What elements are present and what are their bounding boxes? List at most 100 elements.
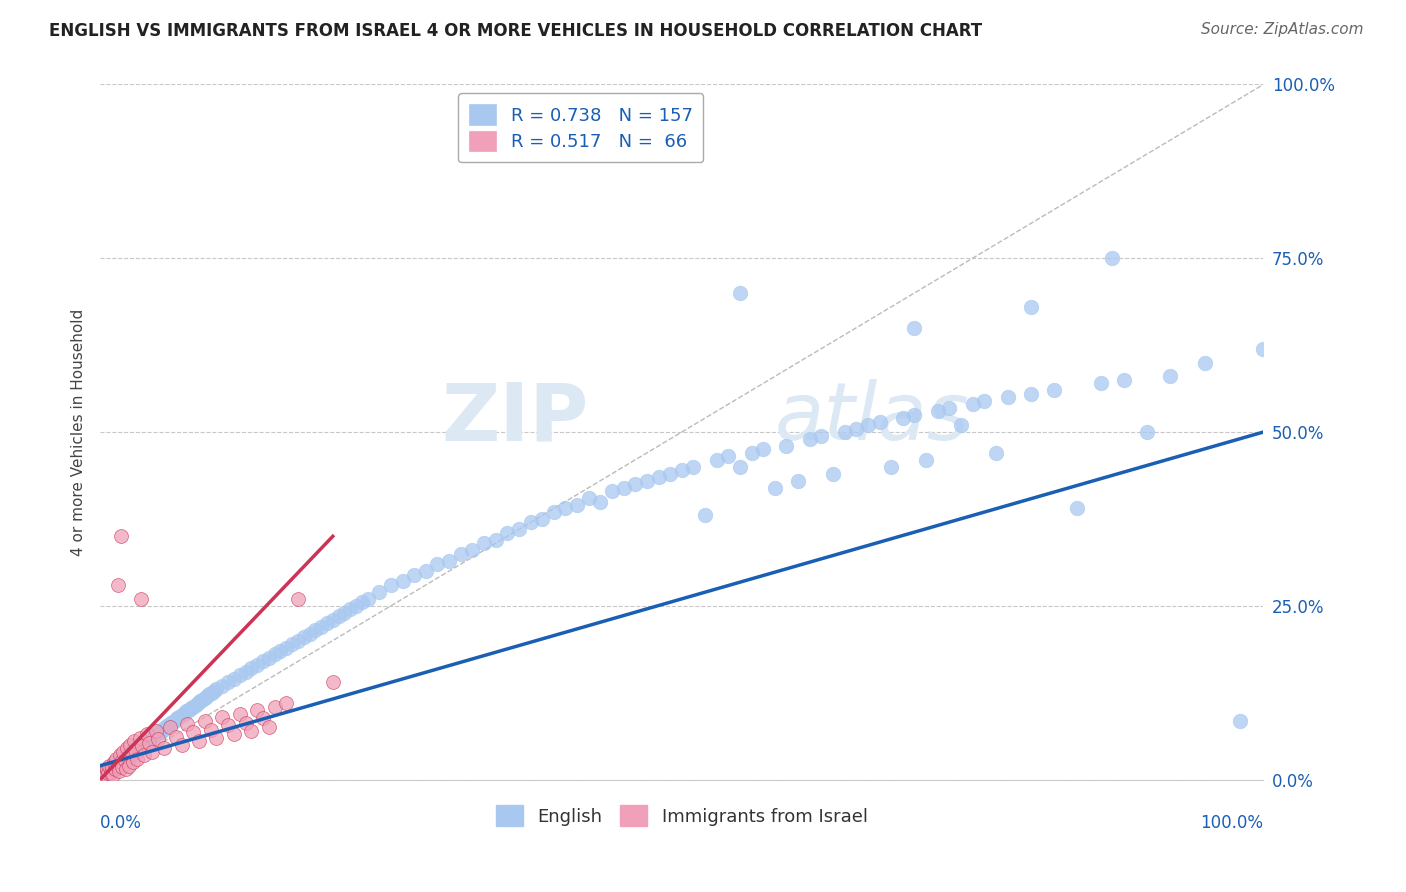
Point [211,679,233,693]
Point [142,729,165,743]
Point [110,756,132,770]
Point [938,401,960,415]
Point [741,446,763,460]
Point [135,727,157,741]
Point [122,743,145,757]
Point [752,442,775,457]
Point [121,746,143,760]
Point [222,672,245,686]
Point [120,738,142,752]
Point [600,484,623,499]
Point [176,717,198,731]
Point [105,759,128,773]
Point [108,753,131,767]
Text: ENGLISH VS IMMIGRANTS FROM ISRAEL 4 OR MORE VEHICLES IN HOUSEHOLD CORRELATION CH: ENGLISH VS IMMIGRANTS FROM ISRAEL 4 OR M… [49,22,983,40]
Point [269,644,291,658]
Point [554,501,576,516]
Point [659,467,682,481]
Point [194,714,217,728]
Point [110,529,132,543]
Point [107,764,129,779]
Point [339,602,361,616]
Point [257,721,280,735]
Point [138,736,160,750]
Point [276,696,298,710]
Point [100,760,122,774]
Point [125,741,148,756]
Point [96,762,118,776]
Point [145,727,167,741]
Point [565,498,588,512]
Point [124,743,146,757]
Point [235,665,257,679]
Point [426,557,449,571]
Text: Source: ZipAtlas.com: Source: ZipAtlas.com [1201,22,1364,37]
Point [391,574,413,589]
Point [93,769,115,783]
Point [162,714,184,729]
Text: ZIP: ZIP [441,379,589,457]
Point [263,648,285,662]
Point [903,320,925,334]
Point [98,758,121,772]
Point [127,752,149,766]
Point [114,762,136,776]
Point [94,762,117,776]
Point [246,657,269,672]
Point [121,745,143,759]
Point [1090,376,1112,391]
Point [152,723,174,737]
Point [415,564,437,578]
Point [763,481,786,495]
Point [202,683,225,698]
Point [145,723,167,738]
Point [114,752,136,766]
Point [693,508,716,523]
Point [170,708,193,723]
Point [380,578,402,592]
Point [101,768,124,782]
Text: atlas: atlas [775,379,970,457]
Point [111,760,134,774]
Point [155,721,177,735]
Point [184,698,207,712]
Point [181,699,204,714]
Point [187,696,209,710]
Point [97,764,120,779]
Point [671,463,693,477]
Point [810,428,832,442]
Point [246,703,269,717]
Point [217,718,239,732]
Point [111,752,134,766]
Point [156,718,179,732]
Point [404,567,426,582]
Point [450,547,472,561]
Point [222,727,245,741]
Point [508,522,530,536]
Point [198,687,221,701]
Point [1019,386,1042,401]
Point [1253,342,1275,356]
Point [496,525,519,540]
Point [915,453,938,467]
Point [240,661,263,675]
Point [316,616,339,631]
Point [114,753,136,767]
Point [257,651,280,665]
Point [127,744,149,758]
Point [98,766,121,780]
Point [211,710,233,724]
Point [589,494,612,508]
Point [112,754,135,768]
Y-axis label: 4 or more Vehicles in Household: 4 or more Vehicles in Household [72,309,86,556]
Point [148,732,170,747]
Point [131,739,153,754]
Point [195,689,218,703]
Point [880,459,903,474]
Point [159,717,181,731]
Point [1194,355,1216,369]
Point [322,613,344,627]
Point [287,633,309,648]
Point [108,748,131,763]
Point [304,623,326,637]
